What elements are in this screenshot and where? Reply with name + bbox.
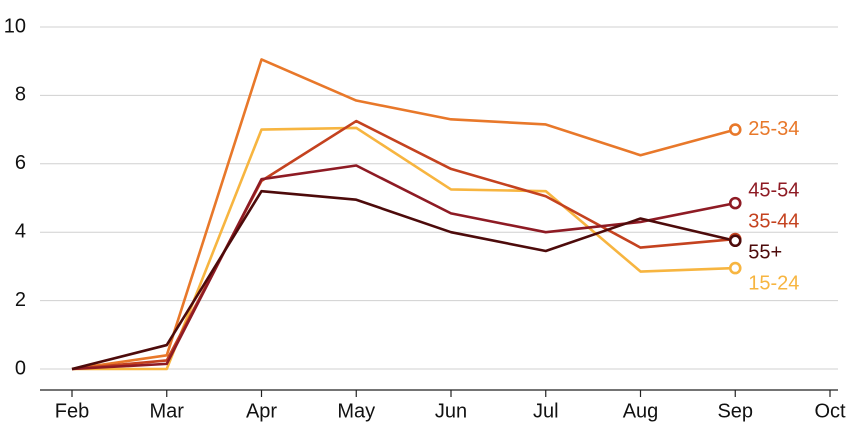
x-tick-label: Oct [814,400,846,422]
x-tick-label: Jul [533,400,559,422]
y-tick-label: 0 [15,357,26,379]
end-marker [728,196,742,210]
x-tick-label: Apr [246,400,277,422]
y-tick-label: 2 [15,289,26,311]
end-marker [728,261,742,275]
x-tick-label: Sep [717,400,753,422]
end-marker [728,123,742,136]
y-tick-label: 4 [15,220,26,242]
y-tick-label: 8 [15,84,26,106]
x-tick-label: Jun [435,400,467,422]
series-label: 35-44 [748,211,799,233]
x-tick-label: Aug [623,400,659,422]
series-label: 15-24 [748,273,799,295]
x-tick-label: Feb [55,400,89,422]
series-line [71,189,736,371]
y-tick-label: 6 [15,152,26,174]
y-tick-label: 10 [4,15,26,37]
x-tick-label: Mar [150,400,185,422]
series-label: 45-54 [748,180,799,202]
end-marker [728,234,742,248]
series-label: 55+ [748,242,782,264]
x-tick-label: May [337,400,375,422]
series-label: 25-34 [748,118,799,140]
series-line [71,58,736,371]
